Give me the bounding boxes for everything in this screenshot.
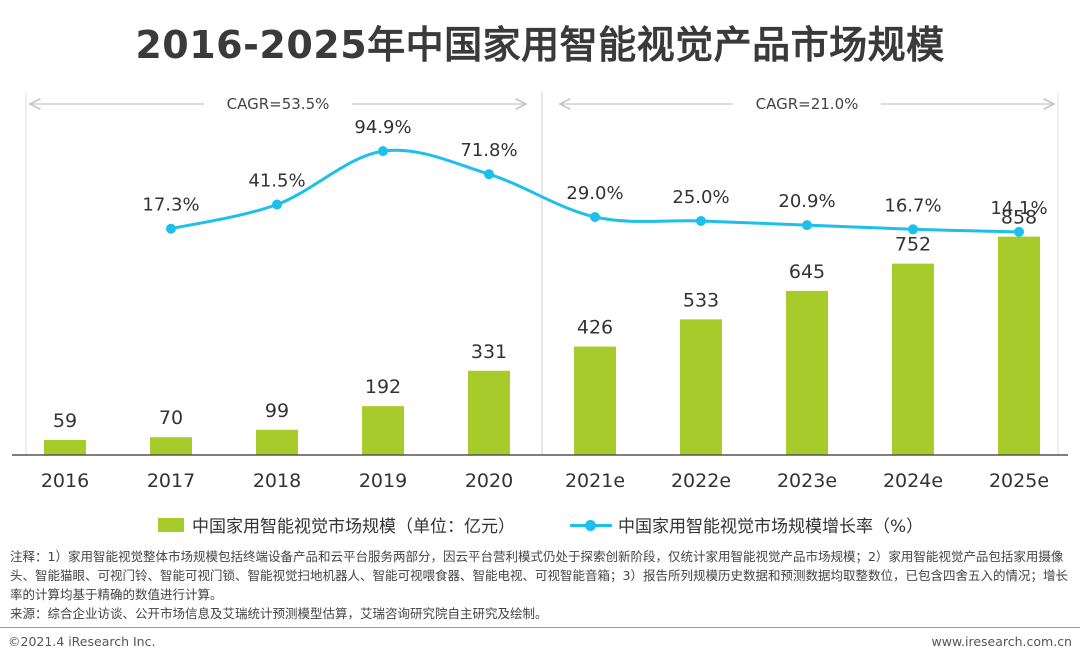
growth-point-2024e [908,224,918,235]
legend-line-label: 中国家用智能视觉市场规模增长率（%） [618,517,924,537]
growth-point-2023e [802,220,812,231]
x-tick-label-2021e: 2021e [565,470,625,492]
bar-value-label-2017: 70 [159,407,183,429]
growth-label-2022e: 25.0% [672,187,729,208]
bar-2017 [150,437,192,455]
growth-label-2020: 71.8% [460,140,517,161]
note-text: 注释：1）家用智能视觉整体市场规模包括终端设备产品和云平台服务两部分，因云平台营… [10,549,1068,602]
x-tick-label-2025e: 2025e [989,470,1049,492]
bar-value-label-2025e: 858 [1001,207,1037,229]
growth-label-2024e: 16.7% [884,195,941,216]
footer-website: www.iresearch.com.cn [931,634,1073,649]
bar-value-label-2019: 192 [365,376,401,398]
x-tick-label-2023e: 2023e [777,470,837,492]
growth-point-2025e [1014,226,1024,237]
footer-divider [0,627,1080,628]
growth-point-2021e [590,212,600,222]
growth-label-2023e: 20.9% [778,191,835,212]
growth-point-2020 [484,169,494,180]
legend-bar-swatch [158,517,184,532]
bar-2016 [44,439,86,455]
bar-value-label-2016: 59 [53,410,77,432]
footer-copyright: ©2021.4 iResearch Inc. [8,634,156,649]
cagr-label-1: CAGR=21.0% [756,95,859,113]
growth-point-2022e [696,216,706,226]
legend-item-bar: 中国家用智能视觉市场规模（单位：亿元） [158,512,515,537]
legend-item-line: 中国家用智能视觉市场规模增长率（%） [570,512,923,537]
bar-value-label-2024e: 752 [895,234,931,256]
chart-title: 2016-2025年中国家用智能视觉产品市场规模 [135,23,945,67]
growth-point-2019 [378,146,388,157]
bar-2022e [680,319,722,455]
chart-area: CAGR=53.5% CAGR=21.0% 59 70 99 192 331 426 533 6… [12,92,1068,492]
x-tick-label-2022e: 2022e [671,470,731,492]
growth-label-2021e: 29.0% [566,183,623,204]
source-text: 来源：综合企业访谈、公开市场信息及艾瑞统计预测模型估算，艾瑞咨询研究院自主研究及… [10,606,548,621]
x-tick-label-2018: 2018 [253,470,301,492]
growth-label-2019: 94.9% [354,117,411,138]
legend-bar-label: 中国家用智能视觉市场规模（单位：亿元） [192,517,515,537]
notes: 注释：1）家用智能视觉整体市场规模包括终端设备产品和云平台服务两部分，因云平台营… [10,547,1072,623]
bar-2024e [892,263,934,455]
bar-value-label-2018: 99 [265,400,289,422]
legend-line-swatch [570,517,612,533]
bar-2021e [574,346,616,455]
x-tick-label-2019: 2019 [359,470,407,492]
growth-point-2018 [272,199,282,210]
bar-2023e [786,290,828,455]
bar-value-label-2023e: 645 [789,261,825,283]
bar-2019 [362,406,404,455]
x-tick-label-2020: 2020 [465,470,513,492]
growth-label-2017: 17.3% [142,195,199,216]
growth-point-2017 [166,223,176,234]
x-tick-label-2017: 2017 [147,470,195,492]
growth-label-2018: 41.5% [248,171,305,192]
bar-value-label-2021e: 426 [577,317,613,339]
cagr-label-0: CAGR=53.5% [227,95,330,113]
bar-2018 [256,429,298,455]
growth-label-2025e: 14.1% [990,198,1047,219]
legend: 中国家用智能视觉市场规模（单位：亿元） 中国家用智能视觉市场规模增长率（%） [0,510,1080,538]
bar-value-label-2020: 331 [471,341,507,363]
bar-value-label-2022e: 533 [683,289,719,311]
x-tick-label-2016: 2016 [41,470,89,492]
bar-2025e [998,236,1040,455]
bar-2020 [468,370,510,455]
x-tick-label-2024e: 2024e [883,470,943,492]
